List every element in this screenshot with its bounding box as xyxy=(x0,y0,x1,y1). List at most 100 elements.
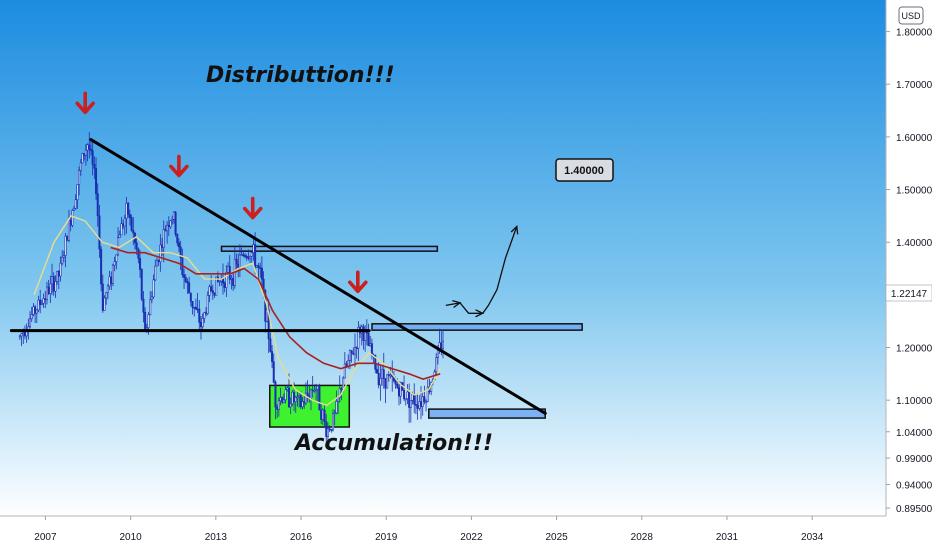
candle-body xyxy=(54,281,57,292)
candle-body xyxy=(331,413,334,431)
candle-body xyxy=(118,234,121,238)
candle-body xyxy=(282,399,285,403)
candle-body xyxy=(323,409,326,422)
candle-body xyxy=(252,244,255,253)
candle-body xyxy=(370,343,373,356)
target-callout[interactable]: 1.40000 xyxy=(555,158,614,182)
candle-body xyxy=(271,351,274,362)
candle-body xyxy=(230,278,233,280)
horizontal-zone-box[interactable] xyxy=(220,245,439,252)
time-scale-panel[interactable] xyxy=(0,516,886,550)
candle-body xyxy=(441,340,444,350)
price-scale-panel[interactable] xyxy=(886,0,932,550)
candle-body xyxy=(32,306,35,315)
candle-body xyxy=(20,333,23,337)
candle-body xyxy=(157,260,160,263)
candle-body xyxy=(51,276,54,285)
candle-body xyxy=(377,372,380,386)
candle-body xyxy=(159,244,162,263)
candle-body xyxy=(249,256,252,259)
candle-body xyxy=(299,395,302,408)
candle-body xyxy=(254,244,257,268)
candle-body xyxy=(52,276,55,292)
candle-body xyxy=(257,265,260,268)
down-arrow-head xyxy=(169,164,189,178)
candle-body xyxy=(103,297,106,311)
x-tick-label: 2025 xyxy=(545,532,568,543)
candle-body xyxy=(335,401,338,414)
candle-body xyxy=(272,361,275,383)
projection-path[interactable] xyxy=(445,226,518,314)
candle-body xyxy=(198,308,201,323)
candle-body xyxy=(435,357,438,373)
candle-body xyxy=(419,401,422,407)
candle-body xyxy=(315,389,318,391)
candle-body xyxy=(135,242,138,250)
candle-body xyxy=(269,338,272,352)
y-tick-label: 1.80000 xyxy=(896,28,932,39)
candle-body xyxy=(416,404,419,409)
candle-body xyxy=(328,428,331,430)
down-arrow-head xyxy=(348,280,368,294)
candle-body xyxy=(142,298,145,313)
currency-badge[interactable]: USD xyxy=(898,6,924,25)
candle-body xyxy=(193,306,196,309)
y-tick-label: 1.04000 xyxy=(896,428,932,439)
candle-body xyxy=(218,280,221,283)
candle-body xyxy=(183,274,186,278)
candle-body xyxy=(250,252,253,257)
candle-body xyxy=(155,260,158,267)
candle-body xyxy=(333,412,336,415)
candle-body xyxy=(396,383,399,388)
candle-body xyxy=(342,377,345,390)
candle-body xyxy=(132,229,135,234)
candle-body xyxy=(227,265,230,273)
horizontal-zone-box[interactable] xyxy=(371,323,583,331)
candle-body xyxy=(149,299,152,315)
candle-body xyxy=(357,327,360,349)
candle-body xyxy=(145,327,148,330)
candle-body xyxy=(425,401,428,403)
candle-body xyxy=(144,312,147,330)
candle-body xyxy=(29,318,32,328)
candle-body xyxy=(152,279,155,298)
candle-body xyxy=(205,312,208,314)
candle-body xyxy=(228,265,231,280)
last-price-label: 1.22147 xyxy=(891,289,928,300)
candle-body xyxy=(232,278,235,286)
y-tick-label: 1.40000 xyxy=(896,238,932,249)
candle-body xyxy=(387,374,390,377)
candle-body xyxy=(374,355,377,370)
candle-body xyxy=(242,254,245,256)
target-callout-box xyxy=(555,158,614,182)
candle-body xyxy=(120,223,123,236)
candle-body xyxy=(71,210,74,226)
candle-body xyxy=(162,229,165,248)
candle-body xyxy=(166,224,169,232)
candle-body xyxy=(108,276,111,287)
candle-body xyxy=(64,235,67,256)
down-arrow-head xyxy=(75,101,95,115)
candle-body xyxy=(199,321,202,328)
candle-body xyxy=(321,409,324,420)
candle-body xyxy=(188,282,191,294)
projection-arrowhead xyxy=(452,300,462,309)
candle-body xyxy=(57,270,60,277)
candle-body xyxy=(245,256,248,258)
candle-body xyxy=(274,381,277,408)
candle-body xyxy=(352,352,355,355)
candle-body xyxy=(174,211,177,235)
candle-body xyxy=(311,389,314,392)
candle-body xyxy=(140,269,143,300)
descending-trendline[interactable] xyxy=(89,138,547,415)
candle-body xyxy=(177,242,180,248)
x-tick-label: 2007 xyxy=(34,532,57,543)
candle-body xyxy=(122,223,125,227)
horizontal-zone-box[interactable] xyxy=(428,408,546,419)
candle-body xyxy=(123,217,126,227)
y-tick-label: 1.10000 xyxy=(896,396,932,407)
candle-body xyxy=(100,248,103,285)
candle-body xyxy=(93,164,96,169)
candle-body xyxy=(73,208,76,211)
